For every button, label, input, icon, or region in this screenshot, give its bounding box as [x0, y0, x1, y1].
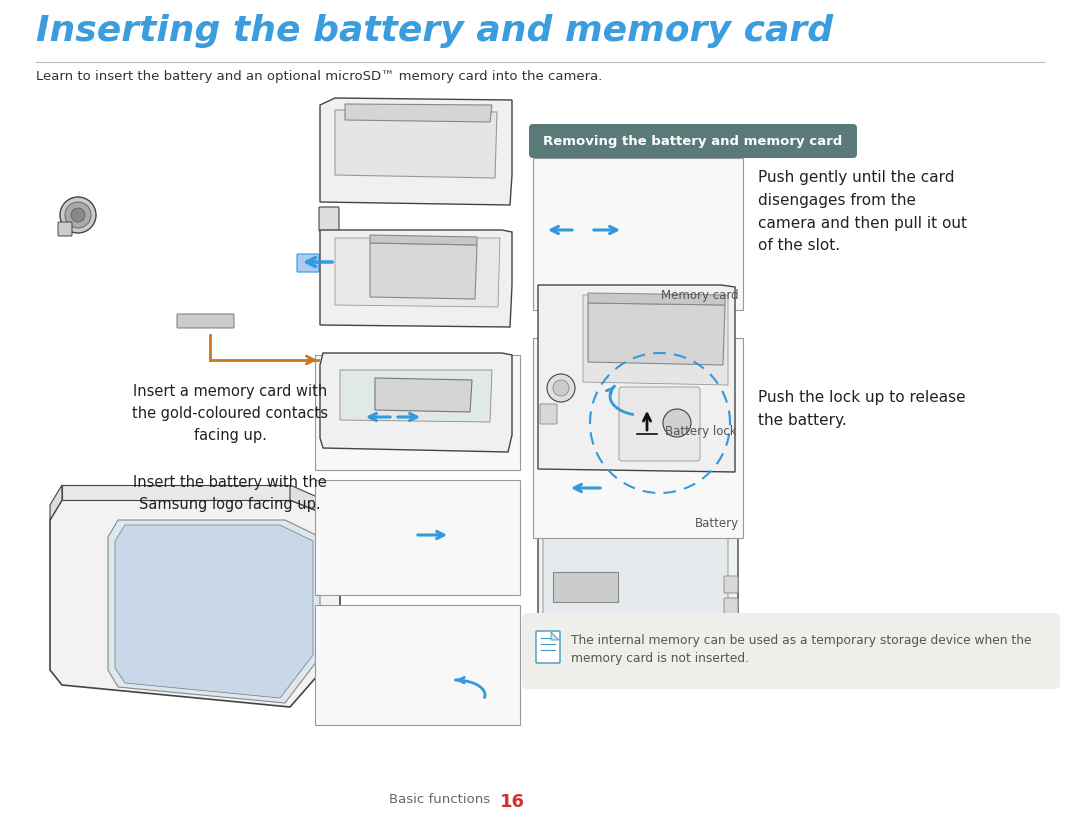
FancyBboxPatch shape	[522, 613, 1059, 689]
Polygon shape	[538, 285, 735, 472]
Polygon shape	[345, 104, 492, 122]
Circle shape	[553, 380, 569, 396]
Text: The internal memory can be used as a temporary storage device when the
memory ca: The internal memory can be used as a tem…	[571, 634, 1031, 665]
Polygon shape	[108, 520, 320, 703]
Polygon shape	[538, 500, 738, 513]
Polygon shape	[583, 295, 728, 385]
Polygon shape	[320, 353, 512, 452]
Polygon shape	[320, 98, 512, 205]
Polygon shape	[114, 525, 313, 698]
Polygon shape	[50, 485, 62, 520]
Polygon shape	[588, 303, 725, 365]
Polygon shape	[375, 378, 472, 412]
Polygon shape	[320, 230, 512, 327]
Polygon shape	[370, 235, 477, 245]
Text: Basic functions: Basic functions	[389, 793, 490, 806]
FancyBboxPatch shape	[534, 338, 743, 538]
FancyBboxPatch shape	[315, 355, 519, 470]
FancyBboxPatch shape	[315, 605, 519, 725]
Text: Inserting the battery and memory card: Inserting the battery and memory card	[36, 14, 833, 48]
FancyBboxPatch shape	[553, 572, 618, 602]
Text: Battery: Battery	[694, 517, 739, 530]
Circle shape	[60, 197, 96, 233]
FancyBboxPatch shape	[619, 387, 700, 461]
FancyBboxPatch shape	[724, 598, 738, 618]
Text: 16: 16	[500, 793, 525, 811]
FancyBboxPatch shape	[540, 404, 557, 424]
FancyBboxPatch shape	[58, 222, 72, 236]
Polygon shape	[50, 500, 340, 707]
Text: Removing the battery and memory card: Removing the battery and memory card	[543, 134, 842, 148]
Text: Memory card: Memory card	[661, 289, 739, 302]
Circle shape	[71, 208, 85, 222]
Text: Push the lock up to release
the battery.: Push the lock up to release the battery.	[758, 390, 966, 428]
FancyBboxPatch shape	[177, 314, 234, 328]
Circle shape	[546, 374, 575, 402]
Polygon shape	[588, 293, 725, 305]
FancyBboxPatch shape	[534, 158, 743, 310]
FancyBboxPatch shape	[315, 480, 519, 595]
FancyBboxPatch shape	[724, 576, 738, 593]
Polygon shape	[538, 513, 738, 652]
FancyBboxPatch shape	[297, 254, 319, 272]
Polygon shape	[62, 485, 291, 500]
Polygon shape	[543, 525, 728, 627]
Text: Learn to insert the battery and an optional microSD™ memory card into the camera: Learn to insert the battery and an optio…	[36, 70, 603, 83]
FancyBboxPatch shape	[536, 631, 561, 663]
Text: Battery lock: Battery lock	[665, 425, 737, 438]
Text: Insert a memory card with
the gold-coloured contacts
facing up.: Insert a memory card with the gold-colou…	[132, 384, 328, 443]
Polygon shape	[335, 110, 497, 178]
Polygon shape	[340, 370, 492, 422]
Polygon shape	[335, 238, 500, 307]
Circle shape	[663, 409, 691, 437]
Text: Insert the battery with the
Samsung logo facing up.: Insert the battery with the Samsung logo…	[133, 475, 327, 512]
FancyBboxPatch shape	[529, 124, 858, 158]
Polygon shape	[551, 632, 559, 640]
Polygon shape	[291, 485, 340, 520]
Polygon shape	[370, 243, 477, 299]
FancyBboxPatch shape	[319, 207, 339, 231]
Text: Push gently until the card
disengages from the
camera and then pull it out
of th: Push gently until the card disengages fr…	[758, 170, 967, 253]
Circle shape	[65, 202, 91, 228]
